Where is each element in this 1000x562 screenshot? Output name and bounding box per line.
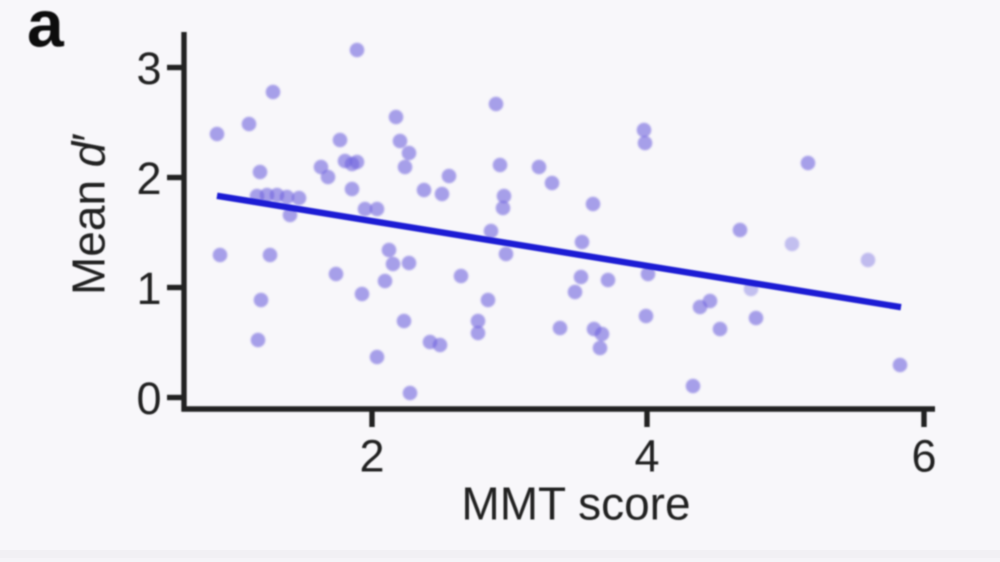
svg-text:4: 4 <box>634 431 659 482</box>
svg-text:MMT score: MMT score <box>461 478 690 530</box>
svg-text:2: 2 <box>136 153 161 204</box>
svg-text:Mean d′: Mean d′ <box>63 133 115 295</box>
svg-text:0: 0 <box>136 373 161 424</box>
svg-text:a: a <box>27 0 65 61</box>
svg-text:3: 3 <box>136 43 161 94</box>
svg-text:1: 1 <box>136 263 161 314</box>
svg-text:2: 2 <box>359 431 384 482</box>
svg-text:6: 6 <box>911 431 936 482</box>
